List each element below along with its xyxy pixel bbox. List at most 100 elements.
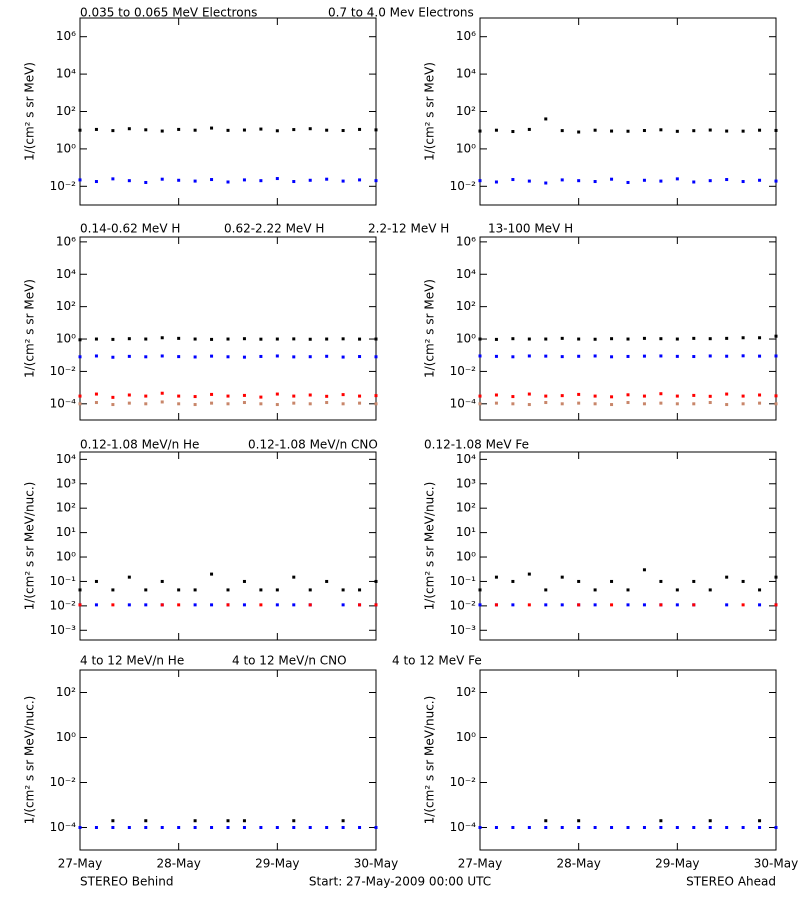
- data-point: [708, 819, 712, 823]
- data-point: [560, 394, 564, 398]
- data-point: [341, 179, 345, 183]
- data-point: [659, 603, 663, 607]
- data-point: [544, 819, 548, 823]
- data-point: [127, 393, 131, 397]
- data-point: [308, 337, 312, 341]
- data-point: [741, 180, 745, 184]
- data-point: [675, 177, 679, 181]
- data-point: [511, 826, 515, 829]
- data-point: [144, 180, 148, 184]
- data-point: [325, 177, 329, 181]
- data-point: [308, 402, 312, 406]
- data-point: [374, 402, 378, 406]
- x-tick-label: 27-May: [458, 857, 502, 871]
- data-point: [610, 403, 614, 407]
- data-point: [210, 178, 214, 182]
- data-point: [358, 603, 362, 607]
- data-point: [725, 575, 729, 579]
- x-tick-label: 28-May: [156, 857, 200, 871]
- data-point: [275, 392, 279, 396]
- data-point: [177, 603, 181, 607]
- data-point: [193, 395, 197, 399]
- data-point: [725, 603, 729, 607]
- data-point: [708, 128, 712, 132]
- data-point: [577, 819, 581, 823]
- data-point: [308, 603, 312, 607]
- data-point: [374, 579, 378, 583]
- legend-entry: 4 to 12 MeV/n He: [80, 654, 184, 668]
- data-point: [725, 178, 729, 182]
- data-point: [111, 403, 115, 407]
- data-point: [675, 588, 679, 592]
- data-point: [692, 393, 696, 397]
- data-point: [292, 355, 296, 359]
- data-point: [292, 180, 296, 184]
- data-point: [494, 337, 498, 341]
- data-point: [560, 575, 564, 579]
- data-point: [741, 402, 745, 406]
- y-tick-label: 10²: [456, 104, 476, 118]
- y-tick-label: 10⁻⁴: [450, 396, 477, 410]
- data-point: [193, 337, 197, 341]
- data-point: [774, 354, 778, 358]
- data-point: [275, 354, 279, 358]
- data-point: [144, 337, 148, 341]
- data-point: [308, 127, 312, 131]
- data-point: [725, 354, 729, 358]
- y-axis-label: 1/(cm² s sr MeV): [423, 279, 437, 378]
- data-point: [626, 337, 630, 341]
- data-point: [111, 355, 115, 359]
- data-point: [593, 402, 597, 406]
- data-point: [226, 588, 230, 592]
- data-point: [177, 402, 181, 406]
- data-point: [511, 337, 515, 341]
- data-point: [692, 579, 696, 583]
- y-tick-label: 10²: [456, 501, 476, 515]
- data-point: [242, 826, 246, 829]
- data-point: [325, 354, 329, 358]
- legend-entry: 0.7 to 4.0 Mev Electrons: [328, 6, 474, 20]
- data-point: [341, 393, 345, 397]
- data-point: [94, 337, 98, 341]
- data-point: [111, 337, 115, 341]
- y-tick-label: 10⁰: [456, 332, 476, 346]
- data-point: [177, 178, 181, 182]
- data-point: [292, 394, 296, 398]
- data-point: [127, 603, 131, 607]
- y-tick-label: 10⁰: [56, 141, 76, 155]
- data-point: [642, 394, 646, 398]
- data-point: [78, 826, 82, 829]
- y-tick-label: 10²: [56, 104, 76, 118]
- data-point: [94, 826, 98, 829]
- y-tick-label: 10⁻²: [450, 179, 477, 193]
- data-point: [675, 402, 679, 406]
- legend-entry: 2.2-12 MeV H: [368, 222, 449, 236]
- data-point: [226, 337, 230, 341]
- data-point: [692, 180, 696, 184]
- y-tick-label: 10⁰: [56, 332, 76, 346]
- data-point: [659, 579, 663, 583]
- data-point: [626, 588, 630, 592]
- data-point: [226, 402, 230, 406]
- x-tick-label: 30-May: [354, 857, 398, 871]
- data-point: [494, 354, 498, 358]
- y-tick-label: 10⁶: [56, 234, 76, 248]
- y-tick-label: 10⁰: [456, 141, 476, 155]
- data-point: [758, 336, 762, 340]
- data-point: [341, 826, 345, 829]
- annotation: STEREO Ahead: [686, 875, 776, 889]
- y-tick-label: 10¹: [456, 525, 476, 539]
- data-point: [259, 402, 263, 406]
- data-point: [94, 180, 98, 184]
- data-point: [358, 588, 362, 592]
- data-point: [527, 337, 531, 341]
- data-point: [226, 819, 230, 823]
- y-tick-label: 10⁶: [456, 234, 476, 248]
- data-point: [259, 127, 263, 131]
- y-tick-label: 10⁴: [456, 267, 476, 281]
- data-point: [610, 355, 614, 359]
- data-point: [78, 402, 82, 406]
- data-point: [560, 129, 564, 133]
- data-point: [610, 177, 614, 181]
